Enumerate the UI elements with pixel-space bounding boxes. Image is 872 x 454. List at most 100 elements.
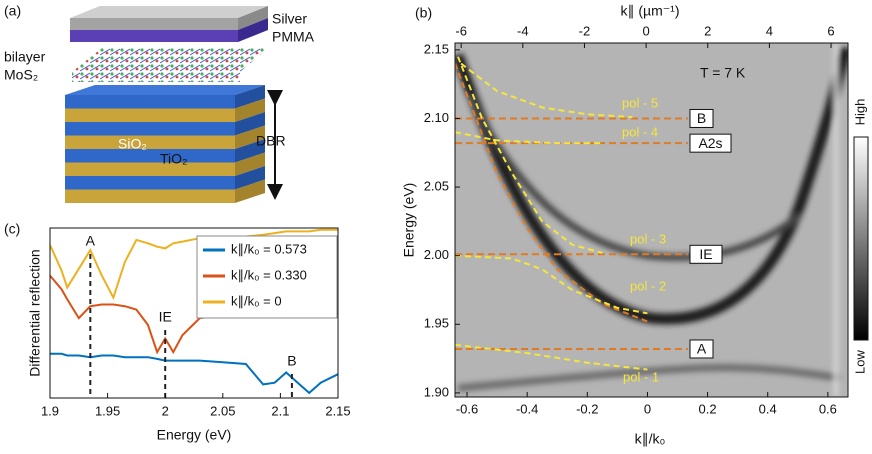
x-tick-label: 0.4: [759, 401, 777, 416]
x-axis-label: k∥/k₀: [635, 431, 666, 447]
polariton-curve: [455, 131, 603, 145]
polariton-label: pol - 5: [622, 95, 658, 110]
dbr-layer: [65, 122, 235, 136]
dbr-layer-side: [235, 98, 265, 122]
silver-top: [70, 6, 268, 18]
axes-frame: [454, 42, 849, 398]
x2-axis-label: k∥ (µm⁻¹): [621, 3, 680, 19]
y-tick-label: 1.90: [424, 384, 449, 399]
x-tick-label: 0.6: [819, 401, 837, 416]
pmma-side: [238, 18, 268, 42]
dbr-layer-side: [235, 179, 265, 203]
legend-label: k∥/k₀ = 0.573: [231, 241, 307, 256]
annotation-label: A: [86, 233, 96, 249]
level-box: [689, 108, 714, 128]
polariton-label: pol - 1: [623, 369, 659, 384]
level-label: B: [697, 110, 706, 126]
label: Silver: [272, 11, 307, 27]
dbr-layer-side: [235, 125, 265, 149]
y-tick-label: 2.10: [424, 110, 449, 125]
polariton-curve: [455, 343, 648, 371]
x2-tick-label: 2: [704, 23, 711, 38]
y-axis-label: Energy (eV): [401, 183, 417, 258]
x2-tick-label: 0: [642, 23, 649, 38]
x-tick-label: 2.15: [325, 403, 350, 418]
x-tick-label: -0.4: [516, 401, 538, 416]
dbr-layer-side: [235, 112, 265, 136]
polariton-label: pol - 3: [630, 231, 666, 246]
dbr-layer: [65, 135, 235, 149]
dbr-layer-side: [235, 152, 265, 176]
annotation: T = 7 K: [700, 65, 746, 81]
level-label: A2s: [698, 135, 722, 151]
map-overlay: [455, 56, 688, 371]
dbr-layer-side: [235, 85, 265, 109]
x2-tick-label: -4: [517, 23, 529, 38]
polariton-label: pol - 2: [630, 278, 666, 293]
label: DBR: [256, 133, 286, 149]
dbr-top: [65, 85, 265, 95]
polariton-curve: [460, 62, 633, 119]
legend-label: k∥/k₀ = 0: [231, 293, 282, 308]
dbr-layer-side: [235, 166, 265, 190]
y-tick-label: 2.00: [424, 247, 449, 262]
cavity-line: [455, 63, 648, 323]
x-tick-label: 0.2: [699, 401, 717, 416]
panel-label: (c): [4, 221, 20, 237]
legend-label: k∥/k₀ = 0.330: [231, 267, 307, 282]
panel-c: A IE B 1.9 1.95 2 2.05 2.1 2.15 k∥/k₀ = 0.573 k∥/k…: [4, 221, 351, 443]
dbr-layer: [65, 108, 235, 122]
x-tick-label: 2.1: [271, 403, 289, 418]
dbr-layer: [65, 95, 235, 109]
x2-tick-label: 6: [827, 23, 834, 38]
map-background: [455, 43, 848, 397]
axes-frame: [49, 227, 339, 399]
x-tick-label: 1.9: [41, 403, 59, 418]
x-tick-label: 2.05: [210, 403, 235, 418]
annotation-label: IE: [159, 309, 172, 325]
series-line: [50, 352, 338, 395]
panel-label: (a): [4, 3, 21, 19]
polariton-label: pol - 4: [622, 124, 658, 139]
y-tick-label: 2.05: [424, 179, 449, 194]
level-label: IE: [699, 246, 712, 262]
silver-side: [238, 6, 268, 30]
pmma-front: [70, 30, 238, 42]
y-axis-label: Differential reflection: [27, 249, 43, 376]
series-line: [50, 228, 338, 301]
panel-label: (b): [415, 5, 432, 21]
dbr-layer: [65, 176, 235, 190]
dbr-layer: [65, 149, 235, 163]
dbr-layer: [65, 162, 235, 176]
x2-tick-label: 4: [766, 23, 773, 38]
level-label: A: [697, 341, 707, 357]
x-axis-label: Energy (eV): [157, 427, 232, 443]
silver-front: [70, 18, 238, 30]
label: TiO₂: [160, 151, 187, 167]
x-tick-label: 2: [162, 403, 169, 418]
dbr-stack: [65, 85, 265, 203]
mos2-layer: [72, 48, 268, 82]
level-box: [689, 339, 714, 359]
label: bilayer: [4, 49, 46, 65]
label: SiO₂: [118, 136, 147, 152]
polariton-curve: [457, 56, 603, 254]
x2-tick-label: -2: [579, 23, 591, 38]
colorbar-low: Low: [852, 349, 867, 373]
colorbar-high: High: [852, 99, 867, 126]
x-tick-label: 1.95: [95, 403, 120, 418]
dbr-layer-side: [235, 139, 265, 163]
x-tick-label: 0: [644, 401, 651, 416]
x-tick-label: -0.2: [576, 401, 598, 416]
x2-tick-label: -6: [455, 23, 467, 38]
y-tick-label: 2.15: [424, 41, 449, 56]
panel-a: (a) Silver PMMA bilayer MoS₂ SiO₂ TiO₂ D…: [4, 3, 315, 203]
annotation-label: B: [287, 353, 296, 369]
dbr-layer: [65, 189, 235, 203]
x-tick-label: -0.6: [456, 401, 478, 416]
level-box: [689, 133, 732, 153]
y-tick-label: 1.95: [424, 316, 449, 331]
